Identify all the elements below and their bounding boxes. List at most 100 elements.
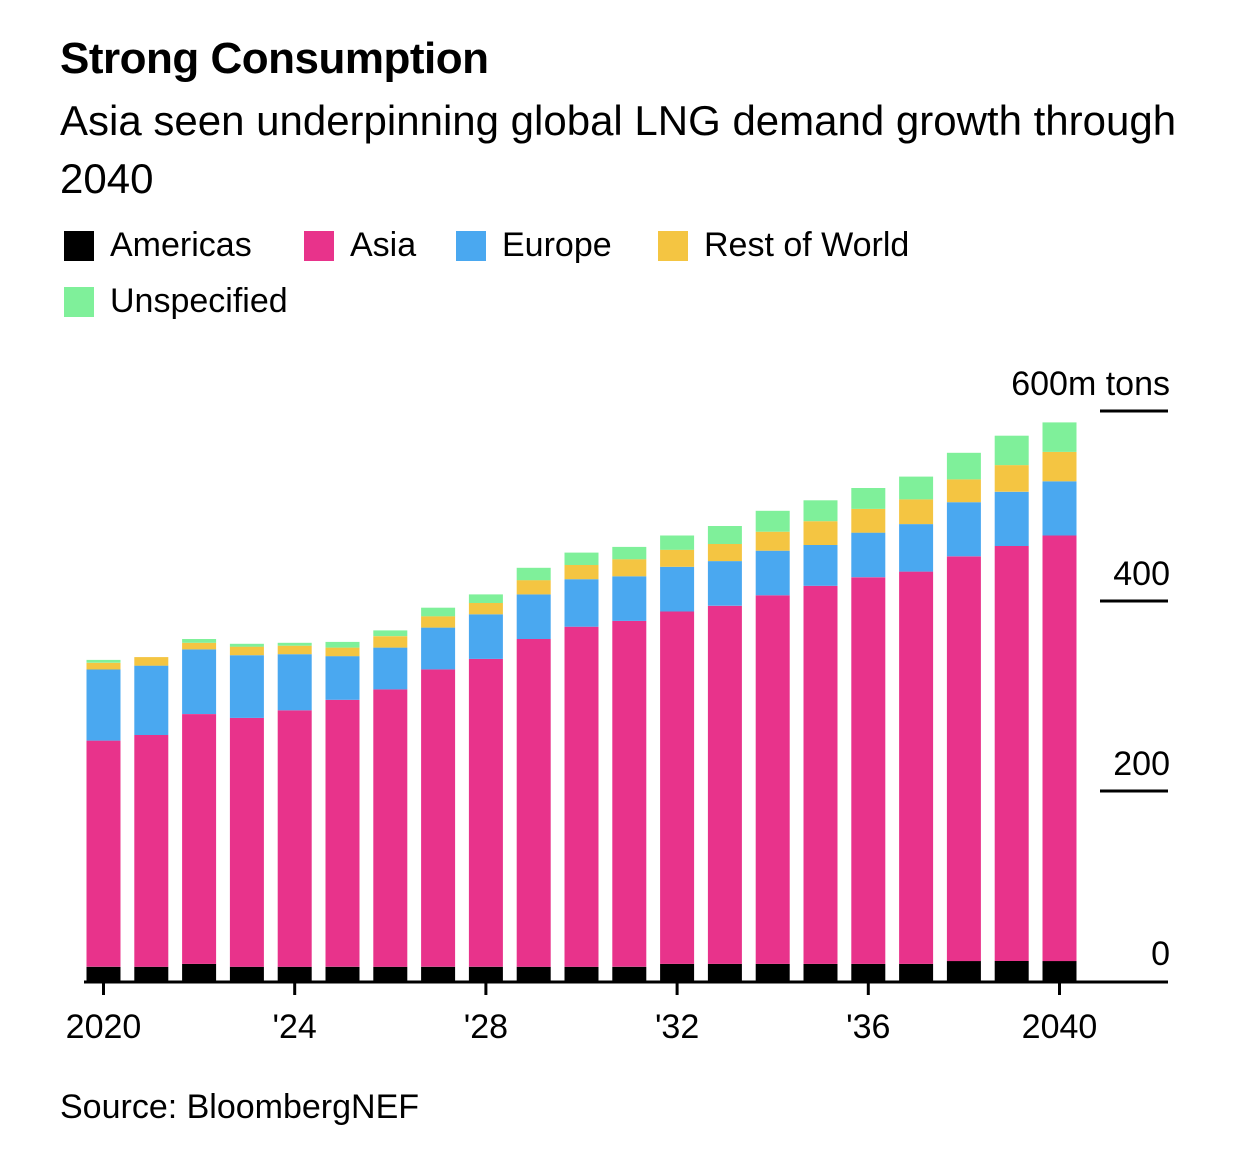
y-tick-label-400: 400 [1113, 555, 1170, 593]
bar-segment-rest-of-world-2023 [229, 646, 264, 656]
bar-segment-americas-2024 [277, 966, 312, 982]
y-tick-label-600: 600m tons [1011, 365, 1170, 403]
bar-segment-europe-2040 [1042, 481, 1077, 536]
bar-segment-europe-2027 [421, 627, 456, 670]
bar-segment-asia-2040 [1042, 535, 1077, 962]
bar-segment-unspecified-2033 [707, 526, 742, 544]
bar-segment-asia-2021 [134, 735, 169, 967]
legend-swatch-europe [456, 230, 486, 261]
bar-segment-rest-of-world-2034 [755, 531, 790, 551]
bar-segment-europe-2029 [516, 594, 551, 639]
bar-segment-asia-2027 [421, 669, 456, 967]
bar-segment-rest-of-world-2037 [899, 499, 934, 525]
bar-segment-americas-2027 [421, 966, 456, 982]
y-tick-label-200: 200 [1113, 745, 1170, 783]
bar-segment-rest-of-world-2036 [851, 508, 886, 533]
bar-segment-unspecified-2030 [564, 552, 599, 565]
legend-swatch-asia [304, 230, 334, 261]
bar-segment-unspecified-2024 [277, 642, 312, 646]
bar-segment-unspecified-2038 [946, 452, 981, 480]
bar-segment-rest-of-world-2035 [803, 521, 838, 545]
bar-segment-europe-2032 [660, 566, 695, 612]
bar-segment-rest-of-world-2040 [1042, 451, 1077, 482]
chart-subtitle: Asia seen underpinning global LNG demand… [60, 97, 1177, 202]
bar-segment-asia-2030 [564, 626, 599, 967]
bar-segment-americas-2028 [468, 966, 503, 982]
legend-label-europe: Europe [502, 226, 612, 264]
chart-title: Strong Consumption [60, 34, 489, 83]
bar-segment-asia-2038 [946, 556, 981, 962]
bar-segment-rest-of-world-2030 [564, 564, 599, 580]
bar-segment-rest-of-world-2028 [468, 602, 503, 615]
bar-segment-unspecified-2028 [468, 594, 503, 603]
legend-swatch-americas [64, 230, 94, 261]
bar-segment-asia-2031 [612, 620, 647, 967]
source-note: Source: BloombergNEF [60, 1088, 420, 1126]
bar-segment-europe-2020 [86, 669, 121, 741]
bar-segment-europe-2025 [325, 656, 360, 700]
bar-segment-asia-2034 [755, 595, 790, 964]
bar-segment-asia-2023 [229, 717, 264, 967]
x-tick-label-2028: '28 [464, 1008, 508, 1046]
legend-label-americas: Americas [110, 226, 252, 264]
legend-label-asia: Asia [350, 226, 417, 264]
bar-segment-asia-2037 [899, 571, 934, 964]
bar-segment-asia-2036 [851, 577, 886, 964]
bar-segment-unspecified-2020 [86, 659, 121, 663]
legend-label-unspecified: Unspecified [110, 282, 288, 320]
bar-segment-europe-2036 [851, 532, 886, 578]
bar-segment-unspecified-2036 [851, 488, 886, 509]
legend-item-americas: Americas [64, 226, 252, 265]
bar-segment-americas-2021 [134, 966, 169, 982]
legend-swatch-rest-of-world [658, 230, 688, 261]
bar-segment-unspecified-2025 [325, 641, 360, 648]
bar-segment-americas-2032 [660, 963, 695, 981]
bar-segment-europe-2024 [277, 654, 312, 711]
bar-segment-americas-2039 [994, 961, 1029, 981]
x-tick-label-2020: 2020 [66, 1008, 142, 1046]
bar-segment-unspecified-2040 [1042, 422, 1077, 452]
bar-segment-rest-of-world-2020 [86, 662, 121, 670]
bar-segment-unspecified-2037 [899, 476, 934, 500]
bar-segment-asia-2028 [468, 658, 503, 967]
bar-segment-rest-of-world-2029 [516, 580, 551, 595]
bar-segment-americas-2029 [516, 966, 551, 982]
bar-segment-americas-2022 [182, 963, 217, 981]
bar-segment-asia-2029 [516, 639, 551, 967]
x-tick-label-2040: 2040 [1022, 1008, 1098, 1046]
bar-segment-rest-of-world-2025 [325, 647, 360, 657]
x-tick-label-2036: '36 [846, 1008, 890, 1046]
bar-segment-unspecified-2022 [182, 639, 217, 643]
bar-segment-europe-2031 [612, 576, 647, 621]
legend-item-europe: Europe [456, 226, 612, 265]
bar-segment-americas-2040 [1042, 961, 1077, 981]
bar-segment-americas-2037 [899, 963, 934, 981]
bar-segment-americas-2026 [373, 966, 408, 982]
bar-segment-americas-2020 [86, 966, 121, 982]
bar-segment-unspecified-2023 [229, 643, 264, 647]
stacked-bar-chart: 0 200 400 600m tons 2020 '24 '28 '32 '36 2040 [66, 365, 1170, 1046]
legend-label-rest-of-world: Rest of World [704, 226, 910, 264]
bar-segment-europe-2039 [994, 491, 1029, 546]
bar-segment-americas-2025 [325, 966, 360, 982]
bar-segment-asia-2024 [277, 710, 312, 967]
bar-segment-asia-2025 [325, 699, 360, 967]
bar-segment-unspecified-2027 [421, 607, 456, 617]
bar-segment-americas-2023 [229, 966, 264, 982]
bar-segment-americas-2030 [564, 966, 599, 982]
legend-item-unspecified: Unspecified [64, 282, 288, 321]
bar-segment-americas-2031 [612, 966, 647, 982]
bar-segment-rest-of-world-2039 [994, 465, 1029, 492]
bar-segment-rest-of-world-2024 [277, 645, 312, 655]
bar-segment-europe-2030 [564, 579, 599, 627]
bar-segment-americas-2038 [946, 961, 981, 981]
bar-segment-rest-of-world-2038 [946, 479, 981, 503]
bar-segment-rest-of-world-2033 [707, 544, 742, 562]
bar-segment-asia-2022 [182, 714, 217, 964]
bar-segment-americas-2035 [803, 963, 838, 981]
bar-segment-europe-2022 [182, 649, 217, 714]
legend-item-asia: Asia [304, 226, 416, 265]
bar-segment-europe-2021 [134, 665, 169, 735]
bar-segment-europe-2035 [803, 545, 838, 586]
bar-segment-unspecified-2026 [373, 630, 408, 637]
